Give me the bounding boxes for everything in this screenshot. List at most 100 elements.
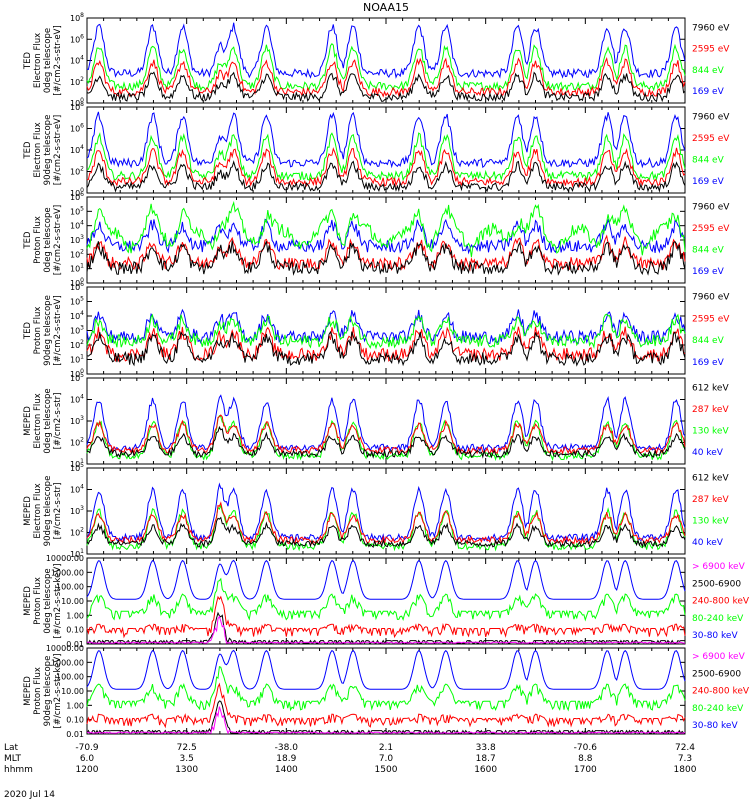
- legend-entry: 287 keV: [692, 405, 729, 415]
- footer-tick-label: 1700: [574, 765, 597, 775]
- footer-tick-label: -38.0: [275, 743, 299, 753]
- y-axis-label: Proton Flux: [33, 307, 43, 355]
- footer-tick-label: 72.4: [675, 743, 695, 753]
- footer-tick-label: 2.1: [379, 743, 393, 753]
- panel-5: 101 102 103 104 105 MEPED Electron Flux 0deg te…: [23, 372, 729, 469]
- y-axis-label: [#/cm2-s-str]: [53, 393, 63, 450]
- legend-entry: > 6900 keV: [692, 562, 746, 572]
- series-169-ev-trace: [86, 111, 686, 169]
- legend-entry: 40 keV: [692, 538, 724, 548]
- y-tick-label: 106: [70, 123, 84, 134]
- series-287-kev-trace: [86, 501, 686, 546]
- legend-entry: 30-80 keV: [692, 631, 738, 641]
- legend-entry: 2595 eV: [692, 314, 730, 324]
- legend-entry: 2500-6900: [692, 579, 741, 589]
- y-tick-label: 100: [70, 368, 84, 379]
- y-tick-label: 101: [70, 458, 84, 469]
- y-axis-label: TED: [23, 51, 33, 70]
- footer-tick-label: 1300: [175, 765, 198, 775]
- y-tick-label: 106: [70, 281, 84, 292]
- legend-entry: 2595 eV: [692, 134, 730, 144]
- series-287-kev-trace: [86, 414, 686, 456]
- legend-entry: 2595 eV: [692, 224, 730, 234]
- y-axis-label: Electron Flux: [33, 483, 43, 538]
- y-axis-label: 90deg telescope: [43, 115, 53, 186]
- y-axis-label: Proton Flux: [33, 577, 43, 625]
- y-tick-label: 103: [70, 325, 84, 336]
- series--6900-kev-trace: [87, 706, 686, 735]
- series-30-80-kev-trace: [86, 649, 686, 690]
- footer-tick-label: -70.9: [75, 743, 99, 753]
- y-axis-label: 90deg telescope: [43, 295, 53, 366]
- panel-frame: [86, 557, 686, 645]
- legend-entry: 7960 eV: [692, 293, 730, 303]
- panel-4: 100 101 102 103 104 105 106 TED Proton Flux 90deg…: [23, 281, 730, 379]
- y-tick-label: 1.00: [66, 701, 84, 710]
- panel-6: 101 102 103 104 105 MEPED Electron Flux 90deg t…: [23, 462, 729, 559]
- y-tick-label: 104: [70, 55, 84, 66]
- series-844-ev-trace: [86, 43, 686, 92]
- y-tick-label: 102: [70, 527, 84, 538]
- panel-frame: [86, 647, 686, 735]
- footer-row-label: Lat: [4, 743, 19, 753]
- series-612-kev-trace: [86, 425, 686, 459]
- y-axis-label: [#/cm2-s-str-eV]: [53, 295, 63, 365]
- footer-tick-label: 1800: [674, 765, 697, 775]
- footer-row-label: MLT: [4, 754, 22, 764]
- series-80-240-kev-trace: [86, 665, 686, 712]
- series--6900-kev-trace: [87, 615, 685, 644]
- y-axis-label: Proton Flux: [33, 216, 43, 264]
- y-tick-label: 104: [70, 310, 84, 321]
- panel-1: 100 102 104 106 108 TED Electron Flux 0deg tele…: [23, 12, 730, 108]
- y-axis-label: MEPED: [23, 676, 33, 706]
- footer-tick-label: 6.0: [80, 754, 95, 764]
- figure-title: NOAA15: [363, 1, 409, 14]
- series-80-240-kev-trace: [86, 577, 686, 622]
- series-7960-ev-trace: [86, 240, 686, 276]
- y-tick-label: 106: [70, 33, 84, 44]
- legend-entry: 287 keV: [692, 495, 729, 505]
- footer-tick-label: 7.0: [379, 754, 394, 764]
- panels: 100 102 104 106 108 TED Electron Flux 0deg tele…: [23, 12, 750, 739]
- series-844-ev-trace: [86, 200, 686, 258]
- legend-entry: 7960 eV: [692, 202, 730, 212]
- y-axis-label: [#/cm2-s-str-keV]: [53, 654, 63, 729]
- y-tick-label: 10.00: [61, 597, 84, 606]
- y-axis-label: TED: [23, 141, 33, 160]
- series-844-ev-trace: [86, 313, 686, 350]
- legend-entry: 7960 eV: [692, 112, 730, 122]
- y-tick-label: 100: [70, 97, 84, 108]
- y-tick-label: 100: [70, 277, 84, 288]
- legend-entry: 30-80 keV: [692, 721, 738, 731]
- series-7960-ev-trace: [86, 160, 686, 193]
- footer-tick-label: 3.5: [180, 754, 194, 764]
- series-2500-6900-trace: [86, 611, 685, 645]
- legend-entry: 844 eV: [692, 155, 725, 165]
- y-axis-label: [#/cm2-s-str]: [53, 483, 63, 540]
- y-tick-label: 10000.00: [46, 554, 84, 563]
- date-label: 2020 Jul 14: [4, 790, 55, 800]
- panel-7: 0.01 0.10 1.00 10.00 100.00 1000.00 10000.00 ME…: [23, 554, 750, 649]
- series-130-kev-trace: [86, 503, 686, 552]
- y-tick-label: 102: [70, 76, 84, 87]
- y-axis-label: 0deg telescope: [43, 28, 53, 93]
- y-axis-label: 0deg telescope: [43, 207, 53, 272]
- y-tick-label: 102: [70, 437, 84, 448]
- footer-tick-label: 18.7: [476, 754, 496, 764]
- panel-2: 100 102 104 106 108 TED Electron Flux 90deg tel…: [23, 101, 730, 198]
- y-tick-label: 1.00: [66, 611, 84, 620]
- legend-entry: 80-240 keV: [692, 614, 744, 624]
- y-tick-label: 108: [70, 101, 84, 112]
- series-2500-6900-trace: [86, 700, 686, 735]
- y-tick-label: 0.01: [66, 730, 84, 739]
- legend-entry: 169 eV: [692, 87, 725, 97]
- y-tick-label: 102: [70, 339, 84, 350]
- legend-entry: 240-800 keV: [692, 597, 750, 607]
- footer-tick-label: 18.9: [276, 754, 296, 764]
- legend-entry: 844 eV: [692, 66, 725, 76]
- series-7960-ev-trace: [86, 330, 686, 367]
- y-tick-label: 10.00: [61, 687, 84, 696]
- y-tick-label: 104: [70, 484, 84, 495]
